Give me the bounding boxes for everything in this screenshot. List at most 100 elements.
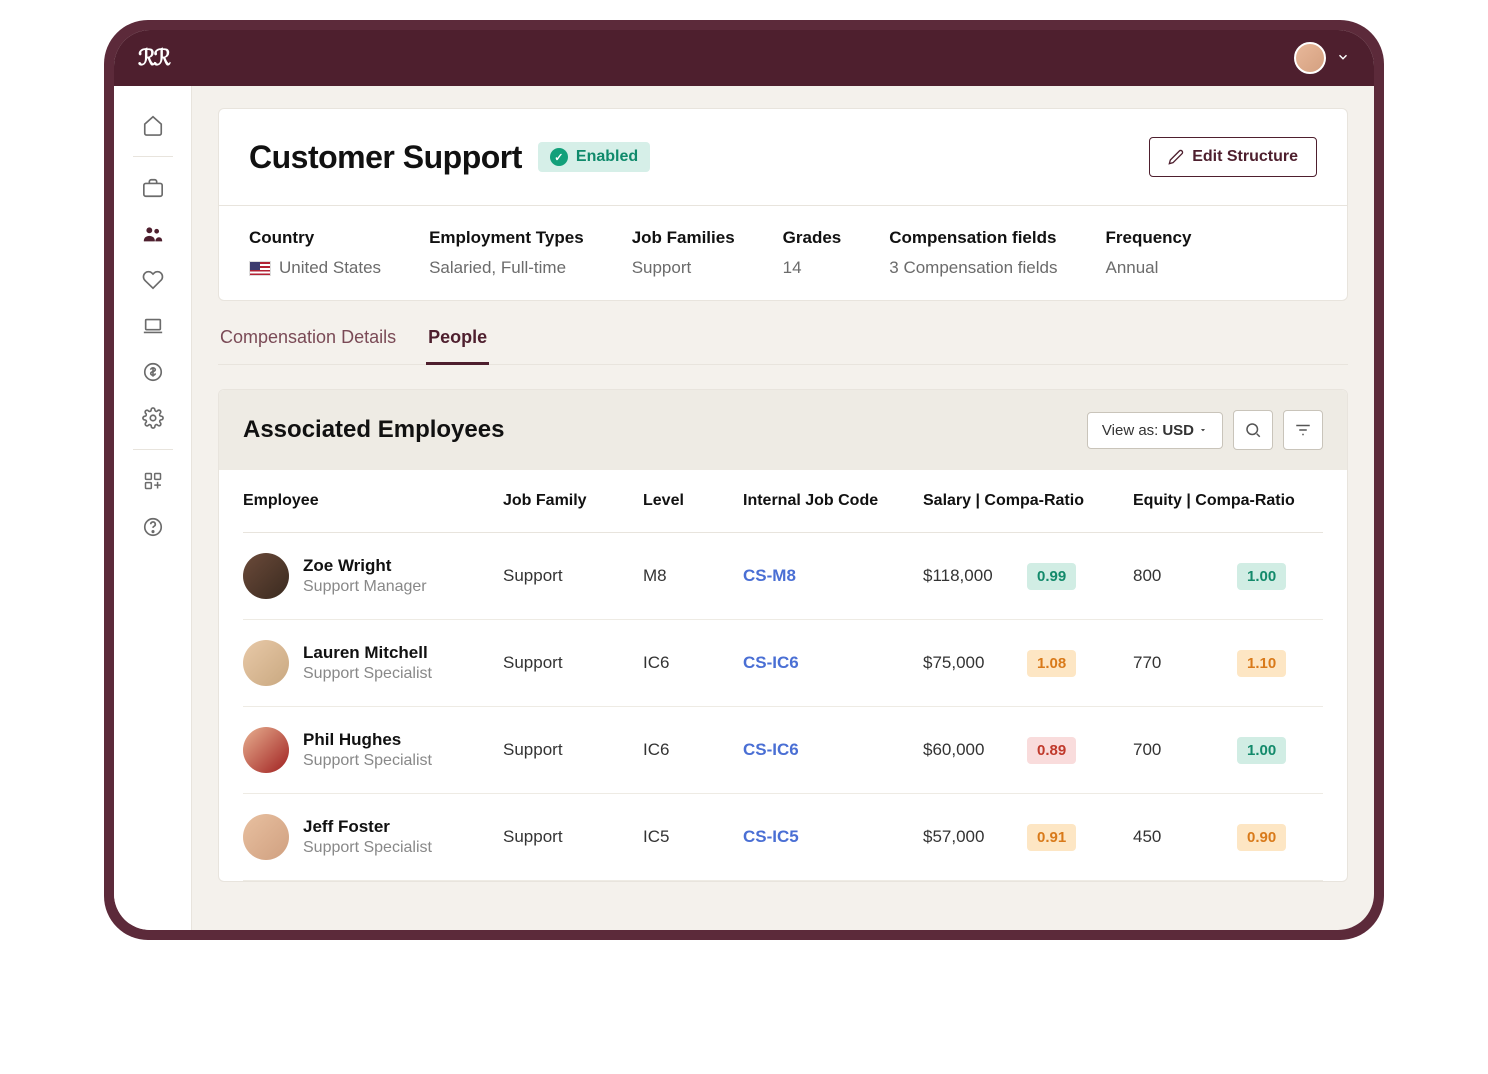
compfields-label: Compensation fields [889, 228, 1057, 248]
employee-name: Jeff Foster [303, 817, 432, 837]
equity-ratio-badge: 1.00 [1237, 563, 1286, 590]
families-label: Job Families [632, 228, 735, 248]
employee-avatar [243, 814, 289, 860]
salary-cell: $60,000 0.89 [923, 707, 1133, 794]
salary-value: $118,000 [923, 566, 1013, 586]
edit-structure-button[interactable]: Edit Structure [1149, 137, 1317, 177]
view-as-select[interactable]: View as: USD [1087, 412, 1223, 449]
col-equity: Equity | Compa-Ratio [1133, 470, 1323, 533]
country-label: Country [249, 228, 381, 248]
table-rows: Zoe Wright Support Manager Support M8 CS… [219, 533, 1347, 881]
col-job-code: Internal Job Code [743, 470, 923, 533]
gear-icon[interactable] [132, 397, 174, 439]
employee-avatar [243, 640, 289, 686]
salary-ratio-badge: 1.08 [1027, 650, 1076, 677]
status-badge: ✓ Enabled [538, 142, 650, 172]
equity-cell: 800 1.00 [1133, 533, 1323, 620]
device-frame: ℛℛ [104, 20, 1384, 940]
families-value: Support [632, 258, 735, 278]
search-icon [1244, 421, 1262, 439]
table-row[interactable]: Lauren Mitchell Support Specialist Suppo… [219, 620, 1347, 707]
apps-icon[interactable] [132, 460, 174, 502]
level-cell: IC6 [643, 707, 743, 794]
card-header: Customer Support ✓ Enabled Edit Structur… [249, 137, 1317, 177]
employees-table-card: Associated Employees View as: USD [218, 389, 1348, 882]
separator [133, 156, 173, 157]
filter-button[interactable] [1283, 410, 1323, 450]
topbar-right [1294, 42, 1350, 74]
tab-compensation-details[interactable]: Compensation Details [218, 327, 398, 364]
sidebar [114, 86, 192, 930]
logo-icon[interactable]: ℛℛ [138, 45, 169, 71]
topbar: ℛℛ [114, 30, 1374, 86]
employee-cell: Jeff Foster Support Specialist [243, 794, 503, 881]
employee-name: Phil Hughes [303, 730, 432, 750]
filter-icon [1294, 421, 1312, 439]
employee-role: Support Manager [303, 578, 427, 596]
status-label: Enabled [576, 148, 638, 166]
salary-ratio-badge: 0.91 [1027, 824, 1076, 851]
employee-name: Zoe Wright [303, 556, 427, 576]
equity-cell: 450 0.90 [1133, 794, 1323, 881]
grades-label: Grades [783, 228, 842, 248]
briefcase-icon[interactable] [132, 167, 174, 209]
dollar-icon[interactable] [132, 351, 174, 393]
job-family-cell: Support [503, 707, 643, 794]
employee-cell: Lauren Mitchell Support Specialist [243, 620, 503, 707]
pencil-icon [1168, 149, 1184, 165]
people-icon[interactable] [132, 213, 174, 255]
salary-cell: $57,000 0.91 [923, 794, 1133, 881]
job-code-cell[interactable]: CS-M8 [743, 533, 923, 620]
search-button[interactable] [1233, 410, 1273, 450]
main-content: Customer Support ✓ Enabled Edit Structur… [192, 86, 1374, 930]
equity-value: 450 [1133, 827, 1223, 847]
equity-cell: 770 1.10 [1133, 620, 1323, 707]
employee-avatar [243, 727, 289, 773]
frequency-value: Annual [1105, 258, 1191, 278]
table-row[interactable]: Zoe Wright Support Manager Support M8 CS… [219, 533, 1347, 620]
tabs: Compensation Details People [218, 327, 1348, 365]
grades-value: 14 [783, 258, 842, 278]
table-header: Associated Employees View as: USD [219, 390, 1347, 470]
salary-value: $60,000 [923, 740, 1013, 760]
meta-row: Country United States Employment Types S… [219, 205, 1347, 278]
col-employee: Employee [243, 470, 503, 533]
employee-role: Support Specialist [303, 752, 432, 770]
equity-ratio-badge: 1.00 [1237, 737, 1286, 764]
edit-button-label: Edit Structure [1192, 148, 1298, 166]
table-row[interactable]: Jeff Foster Support Specialist Support I… [219, 794, 1347, 881]
job-code-cell[interactable]: CS-IC5 [743, 794, 923, 881]
employee-cell: Zoe Wright Support Manager [243, 533, 503, 620]
job-family-cell: Support [503, 620, 643, 707]
job-family-cell: Support [503, 794, 643, 881]
salary-value: $57,000 [923, 827, 1013, 847]
equity-ratio-badge: 0.90 [1237, 824, 1286, 851]
job-family-cell: Support [503, 533, 643, 620]
salary-value: $75,000 [923, 653, 1013, 673]
frequency-label: Frequency [1105, 228, 1191, 248]
flag-us-icon [249, 261, 271, 276]
heart-icon[interactable] [132, 259, 174, 301]
home-icon[interactable] [132, 104, 174, 146]
chevron-down-icon[interactable] [1336, 50, 1350, 67]
help-icon[interactable] [132, 506, 174, 548]
tab-people[interactable]: People [426, 327, 489, 365]
table-row[interactable]: Phil Hughes Support Specialist Support I… [219, 707, 1347, 794]
employment-value: Salaried, Full-time [429, 258, 584, 278]
table-title: Associated Employees [243, 416, 504, 444]
col-job-family: Job Family [503, 470, 643, 533]
job-code-cell[interactable]: CS-IC6 [743, 707, 923, 794]
employee-role: Support Specialist [303, 839, 432, 857]
salary-ratio-badge: 0.99 [1027, 563, 1076, 590]
check-icon: ✓ [550, 148, 568, 166]
level-cell: IC5 [643, 794, 743, 881]
view-as-value: USD [1162, 422, 1194, 439]
equity-value: 700 [1133, 740, 1223, 760]
job-code-cell[interactable]: CS-IC6 [743, 620, 923, 707]
salary-cell: $118,000 0.99 [923, 533, 1133, 620]
user-avatar[interactable] [1294, 42, 1326, 74]
laptop-icon[interactable] [132, 305, 174, 347]
employee-avatar [243, 553, 289, 599]
view-as-label: View as: [1102, 422, 1158, 439]
col-level: Level [643, 470, 743, 533]
